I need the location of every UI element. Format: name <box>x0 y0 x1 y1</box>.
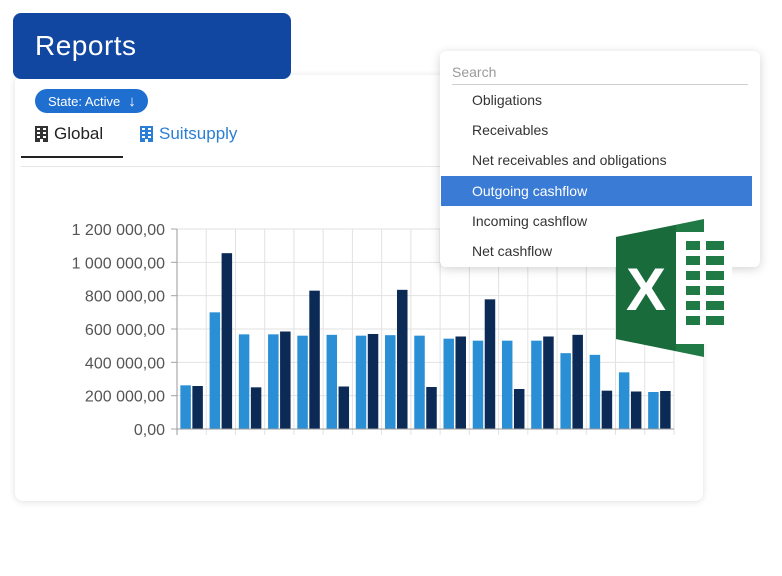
page-title-text: Reports <box>35 30 137 61</box>
dropdown-item-label: Obligations <box>472 92 543 108</box>
y-tick-label: 600 000,00 <box>85 322 165 339</box>
tab-suitsupply[interactable]: Suitsupply <box>140 124 237 158</box>
dropdown-item-net-receivables[interactable]: Net receivables and obligations <box>441 145 752 175</box>
building-icon <box>140 126 153 147</box>
arrow-down-icon: ↓ <box>128 92 136 110</box>
bar-series-1 <box>238 334 250 429</box>
bar-series-1 <box>472 340 484 429</box>
bar-series-2 <box>513 389 525 429</box>
bar-series-2 <box>572 334 583 429</box>
bar-series-1 <box>560 353 571 429</box>
bar-series-1 <box>209 312 221 429</box>
bar-series-2 <box>280 331 291 429</box>
bar-series-2 <box>660 391 671 429</box>
tab-suitsupply-label: Suitsupply <box>159 124 238 143</box>
bar-series-2 <box>221 253 233 429</box>
y-tick-label: 400 000,00 <box>85 355 165 372</box>
bar-series-1 <box>443 338 454 429</box>
dropdown-item-label: Outgoing cashflow <box>472 183 588 199</box>
dropdown-item-label: Net receivables and obligations <box>472 152 667 168</box>
bar-series-1 <box>501 340 513 429</box>
search-input[interactable] <box>452 60 748 85</box>
bar-series-2 <box>309 290 320 429</box>
bar-series-1 <box>589 354 601 429</box>
bar-series-2 <box>484 299 496 429</box>
dropdown-item-obligations[interactable]: Obligations <box>441 85 752 115</box>
building-icon <box>35 126 48 147</box>
bar-series-2 <box>192 386 203 429</box>
report-type-dropdown: Obligations Receivables Net receivables … <box>440 51 760 267</box>
dropdown-item-receivables[interactable]: Receivables <box>441 115 752 145</box>
bar-series-2 <box>397 289 408 429</box>
bar-series-1 <box>268 334 279 429</box>
bar-series-1 <box>648 392 659 429</box>
bar-series-1 <box>326 334 338 429</box>
state-filter-label: State: Active <box>48 93 121 109</box>
bar-series-2 <box>543 336 554 429</box>
dropdown-item-label: Receivables <box>472 122 549 138</box>
bar-series-2 <box>601 390 613 429</box>
y-tick-label: 1 000 000,00 <box>72 255 166 272</box>
page-title: Reports <box>13 13 291 79</box>
excel-icon-letter: X <box>626 256 666 323</box>
tab-divider <box>21 166 441 167</box>
bar-series-2 <box>367 334 379 429</box>
y-tick-label: 1 200 000,00 <box>72 222 166 239</box>
bar-series-2 <box>338 386 350 429</box>
dropdown-item-label: Net cashflow <box>472 243 553 259</box>
tab-global[interactable]: Global <box>21 124 123 158</box>
y-tick-label: 800 000,00 <box>85 289 165 306</box>
bar-series-2 <box>630 391 642 429</box>
bar-series-1 <box>385 335 396 429</box>
y-tick-label: 200 000,00 <box>85 389 165 406</box>
dropdown-item-outgoing-cashflow[interactable]: Outgoing cashflow <box>441 176 752 206</box>
bar-series-2 <box>455 336 466 429</box>
bar-series-1 <box>618 372 630 429</box>
bar-series-1 <box>414 335 425 429</box>
excel-icon[interactable]: X <box>616 219 732 357</box>
bar-series-1 <box>531 340 542 429</box>
bar-series-2 <box>250 387 262 429</box>
tab-global-label: Global <box>54 124 104 143</box>
state-filter-badge[interactable]: State: Active ↓ <box>35 89 148 113</box>
dropdown-item-incoming-cashflow[interactable]: Incoming cashflow <box>441 206 752 236</box>
bar-series-2 <box>426 387 437 429</box>
bar-series-1 <box>180 385 191 429</box>
bar-series-1 <box>355 335 367 429</box>
y-tick-label: 0,00 <box>134 422 165 439</box>
dropdown-item-label: Incoming cashflow <box>472 213 588 229</box>
dropdown-item-net-cashflow[interactable]: Net cashflow <box>441 236 752 266</box>
bar-series-1 <box>297 335 308 429</box>
